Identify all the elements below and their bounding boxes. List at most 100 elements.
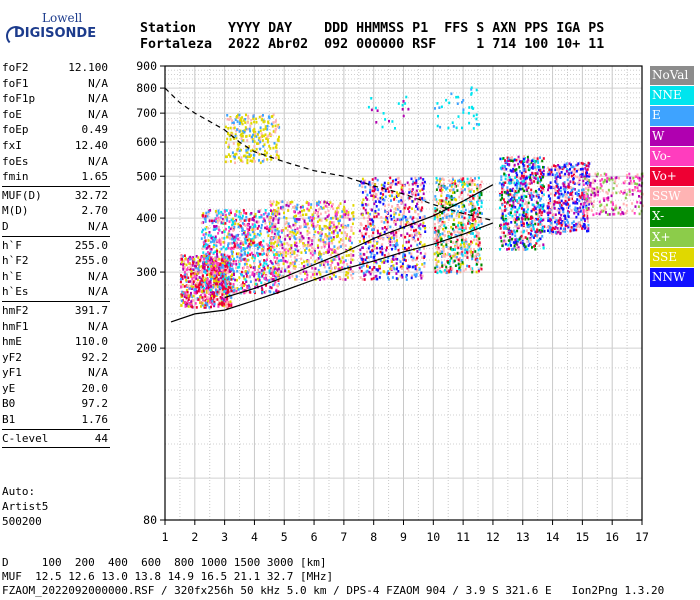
echo-point (379, 250, 382, 254)
echo-point (266, 138, 269, 141)
echo-point (262, 239, 265, 243)
echo-point (204, 243, 207, 246)
echo-point (335, 251, 338, 255)
echo-point (243, 258, 246, 261)
echo-point (283, 211, 285, 215)
echo-point (307, 237, 310, 240)
echo-point (366, 227, 368, 231)
echo-point (249, 253, 252, 256)
echo-point (370, 194, 373, 197)
echo-point (501, 242, 504, 245)
echo-point (240, 159, 243, 162)
echo-point (436, 271, 439, 275)
echo-point (548, 208, 551, 212)
echo-point (539, 199, 542, 202)
echo-point (579, 224, 582, 228)
echo-point (575, 209, 578, 213)
echo-point (235, 263, 238, 266)
echo-point (450, 198, 453, 201)
echo-point (474, 220, 477, 223)
echo-point (464, 208, 467, 212)
echo-point (224, 304, 227, 308)
echo-point (244, 291, 247, 294)
echo-point (285, 247, 288, 251)
echo-point (323, 261, 326, 265)
echo-point (227, 153, 230, 156)
echo-point (186, 290, 189, 294)
echo-point (248, 155, 251, 159)
echo-point (408, 234, 411, 237)
echo-point (268, 289, 271, 293)
echo-point (224, 275, 227, 278)
echo-point (450, 213, 453, 216)
echo-point (527, 217, 530, 221)
echo-point (542, 189, 545, 193)
echo-point (569, 197, 572, 200)
echo-point (294, 237, 297, 241)
echo-point (201, 247, 204, 250)
echo-point (538, 188, 541, 191)
echo-point (226, 277, 229, 281)
echo-point (382, 202, 385, 206)
echo-point (408, 239, 411, 242)
echo-point (570, 188, 573, 192)
echo-point (520, 171, 523, 175)
echo-point (306, 233, 309, 236)
echo-point (366, 265, 369, 268)
echo-point (468, 203, 471, 206)
echo-point (381, 260, 384, 264)
echo-point (562, 212, 565, 216)
echo-point (213, 225, 216, 228)
echo-point (240, 287, 243, 290)
echo-point (201, 279, 204, 282)
echo-point (248, 275, 251, 279)
echo-point (232, 142, 235, 145)
echo-point (221, 261, 224, 265)
echo-point (421, 181, 424, 185)
echo-point (268, 220, 271, 223)
echo-point (363, 216, 365, 220)
echo-point (563, 202, 566, 205)
echo-point (350, 249, 353, 252)
echo-point (337, 206, 340, 209)
echo-point (237, 215, 240, 218)
echo-point (553, 200, 556, 203)
echo-point (578, 210, 580, 213)
echo-point (266, 135, 269, 139)
echo-point (551, 204, 554, 208)
echo-point (189, 280, 192, 283)
echo-point (266, 264, 269, 268)
echo-point (404, 203, 407, 207)
echo-point (525, 195, 528, 198)
echo-point (328, 234, 330, 238)
echo-point (278, 135, 280, 139)
echo-point (558, 167, 561, 171)
echo-point (457, 262, 460, 266)
echo-point (286, 229, 289, 232)
echo-point (215, 227, 218, 230)
echo-point (314, 225, 317, 228)
echo-point (227, 289, 229, 292)
echo-point (223, 303, 226, 306)
echo-point (217, 303, 220, 307)
echo-point (306, 207, 309, 211)
param-row: yE 20.0 (2, 381, 110, 397)
echo-point (280, 240, 283, 244)
echo-point (274, 222, 277, 226)
echo-point (296, 254, 299, 257)
echo-point (232, 262, 235, 265)
echo-point (521, 182, 524, 186)
echo-point (231, 217, 234, 221)
echo-point (378, 200, 381, 203)
echo-point (344, 273, 347, 277)
echo-point (514, 221, 517, 224)
echo-point (400, 234, 403, 237)
echo-point (235, 290, 238, 293)
echo-point (263, 259, 266, 262)
echo-point (316, 203, 318, 207)
echo-point (587, 229, 590, 233)
echo-point (562, 207, 565, 211)
echo-point (442, 227, 444, 231)
echo-point (219, 216, 222, 219)
echo-point (264, 221, 267, 225)
